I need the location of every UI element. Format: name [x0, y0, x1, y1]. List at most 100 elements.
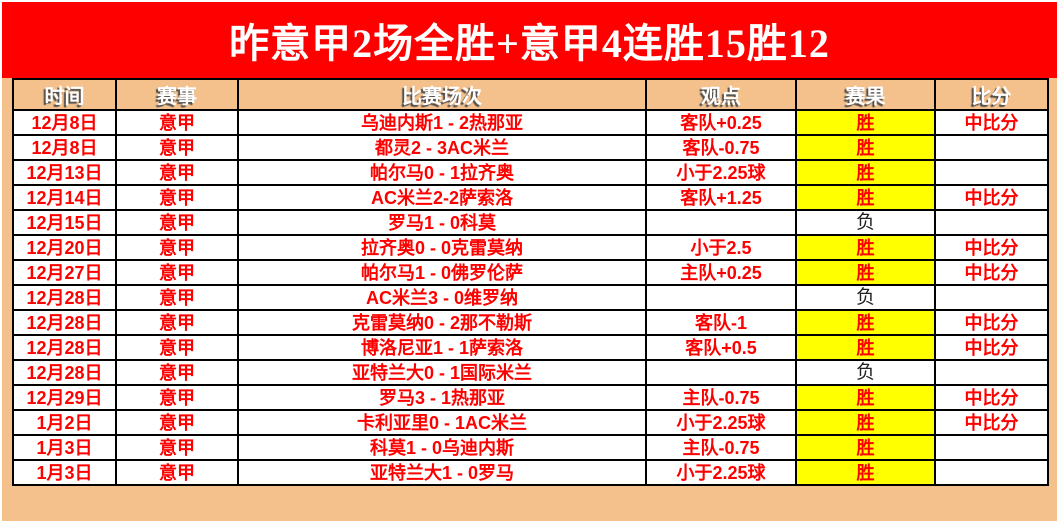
table-row: 1月2日 意甲 卡利亚里0 - 1AC米兰 小于2.25球 胜 中比分 — [12, 409, 1049, 436]
table-row: 12月28日 意甲 亚特兰大0 - 1国际米兰 负 — [12, 359, 1049, 386]
table-row: 12月29日 意甲 罗马3 - 1热那亚 主队-0.75 胜 中比分 — [12, 384, 1049, 411]
match-cell: 科莫1 - 0乌迪内斯 — [237, 434, 647, 461]
score-cell: 中比分 — [934, 259, 1049, 286]
view-cell: 主队+0.25 — [645, 259, 797, 286]
col-header-view: 观点 — [645, 78, 797, 111]
score-cell: 中比分 — [934, 334, 1049, 361]
table-row: 12月28日 意甲 AC米兰3 - 0维罗纳 负 — [12, 284, 1049, 311]
result-cell: 胜 — [795, 159, 936, 186]
view-cell: 客队+0.5 — [645, 334, 797, 361]
match-cell: 克雷莫纳0 - 2那不勒斯 — [237, 309, 647, 336]
table-row: 12月28日 意甲 克雷莫纳0 - 2那不勒斯 客队-1 胜 中比分 — [12, 309, 1049, 336]
league-cell: 意甲 — [115, 459, 239, 486]
col-header-score: 比分 — [934, 78, 1049, 111]
table-row: 12月20日 意甲 拉齐奥0 - 0克雷莫纳 小于2.5 胜 中比分 — [12, 234, 1049, 261]
view-cell: 主队-0.75 — [645, 434, 797, 461]
date-cell: 12月15日 — [12, 209, 117, 236]
col-header-match: 比赛场次 — [237, 78, 647, 111]
date-cell: 12月8日 — [12, 109, 117, 136]
date-cell: 12月29日 — [12, 384, 117, 411]
table-row: 12月8日 意甲 都灵2 - 3AC米兰 客队-0.75 胜 — [12, 134, 1049, 161]
league-cell: 意甲 — [115, 334, 239, 361]
date-cell: 12月14日 — [12, 184, 117, 211]
league-cell: 意甲 — [115, 109, 239, 136]
match-cell: AC米兰2-2萨索洛 — [237, 184, 647, 211]
view-cell: 客队+1.25 — [645, 184, 797, 211]
score-cell — [934, 284, 1049, 311]
table-row: 12月27日 意甲 帕尔马1 - 0佛罗伦萨 主队+0.25 胜 中比分 — [12, 259, 1049, 286]
view-cell: 小于2.25球 — [645, 459, 797, 486]
result-cell: 胜 — [795, 309, 936, 336]
result-cell: 胜 — [795, 409, 936, 436]
match-cell: 乌迪内斯1 - 2热那亚 — [237, 109, 647, 136]
match-cell: 博洛尼亚1 - 1萨索洛 — [237, 334, 647, 361]
date-cell: 12月28日 — [12, 284, 117, 311]
view-cell — [645, 359, 797, 386]
league-cell: 意甲 — [115, 259, 239, 286]
score-cell: 中比分 — [934, 384, 1049, 411]
score-cell: 中比分 — [934, 309, 1049, 336]
score-cell — [934, 434, 1049, 461]
view-cell — [645, 209, 797, 236]
table-row: 1月3日 意甲 亚特兰大1 - 0罗马 小于2.25球 胜 — [12, 459, 1049, 486]
view-cell: 小于2.25球 — [645, 409, 797, 436]
view-cell: 主队-0.75 — [645, 384, 797, 411]
league-cell: 意甲 — [115, 359, 239, 386]
score-cell — [934, 459, 1049, 486]
view-cell: 小于2.5 — [645, 234, 797, 261]
table-row: 12月15日 意甲 罗马1 - 0科莫 负 — [12, 209, 1049, 236]
view-cell — [645, 284, 797, 311]
result-cell: 胜 — [795, 459, 936, 486]
result-cell: 负 — [795, 284, 936, 311]
date-cell: 1月3日 — [12, 459, 117, 486]
league-cell: 意甲 — [115, 134, 239, 161]
league-cell: 意甲 — [115, 434, 239, 461]
result-cell: 胜 — [795, 384, 936, 411]
score-cell — [934, 159, 1049, 186]
date-cell: 12月13日 — [12, 159, 117, 186]
match-cell: 亚特兰大0 - 1国际米兰 — [237, 359, 647, 386]
date-cell: 12月28日 — [12, 309, 117, 336]
table-row: 12月14日 意甲 AC米兰2-2萨索洛 客队+1.25 胜 中比分 — [12, 184, 1049, 211]
score-cell — [934, 134, 1049, 161]
match-cell: 帕尔马0 - 1拉齐奥 — [237, 159, 647, 186]
match-cell: 罗马1 - 0科莫 — [237, 209, 647, 236]
table-row: 12月13日 意甲 帕尔马0 - 1拉齐奥 小于2.25球 胜 — [12, 159, 1049, 186]
date-cell: 12月20日 — [12, 234, 117, 261]
date-cell: 12月28日 — [12, 334, 117, 361]
league-cell: 意甲 — [115, 209, 239, 236]
league-cell: 意甲 — [115, 284, 239, 311]
result-cell: 负 — [795, 359, 936, 386]
score-cell: 中比分 — [934, 409, 1049, 436]
score-cell: 中比分 — [934, 184, 1049, 211]
result-cell: 胜 — [795, 434, 936, 461]
league-cell: 意甲 — [115, 234, 239, 261]
match-cell: 卡利亚里0 - 1AC米兰 — [237, 409, 647, 436]
view-cell: 客队+0.25 — [645, 109, 797, 136]
match-cell: 亚特兰大1 - 0罗马 — [237, 459, 647, 486]
league-cell: 意甲 — [115, 384, 239, 411]
league-cell: 意甲 — [115, 309, 239, 336]
date-cell: 12月27日 — [12, 259, 117, 286]
score-cell: 中比分 — [934, 109, 1049, 136]
result-cell: 负 — [795, 209, 936, 236]
result-cell: 胜 — [795, 109, 936, 136]
match-cell: 罗马3 - 1热那亚 — [237, 384, 647, 411]
date-cell: 1月2日 — [12, 409, 117, 436]
match-cell: 拉齐奥0 - 0克雷莫纳 — [237, 234, 647, 261]
col-header-result: 赛果 — [795, 78, 936, 111]
view-cell: 小于2.25球 — [645, 159, 797, 186]
date-cell: 1月3日 — [12, 434, 117, 461]
match-cell: 帕尔马1 - 0佛罗伦萨 — [237, 259, 647, 286]
view-cell: 客队-0.75 — [645, 134, 797, 161]
result-cell: 胜 — [795, 334, 936, 361]
result-cell: 胜 — [795, 184, 936, 211]
view-cell: 客队-1 — [645, 309, 797, 336]
league-cell: 意甲 — [115, 409, 239, 436]
table-row: 12月28日 意甲 博洛尼亚1 - 1萨索洛 客队+0.5 胜 中比分 — [12, 334, 1049, 361]
col-header-time: 时间 — [12, 78, 117, 111]
score-cell: 中比分 — [934, 234, 1049, 261]
col-header-league: 赛事 — [115, 78, 239, 111]
result-cell: 胜 — [795, 134, 936, 161]
